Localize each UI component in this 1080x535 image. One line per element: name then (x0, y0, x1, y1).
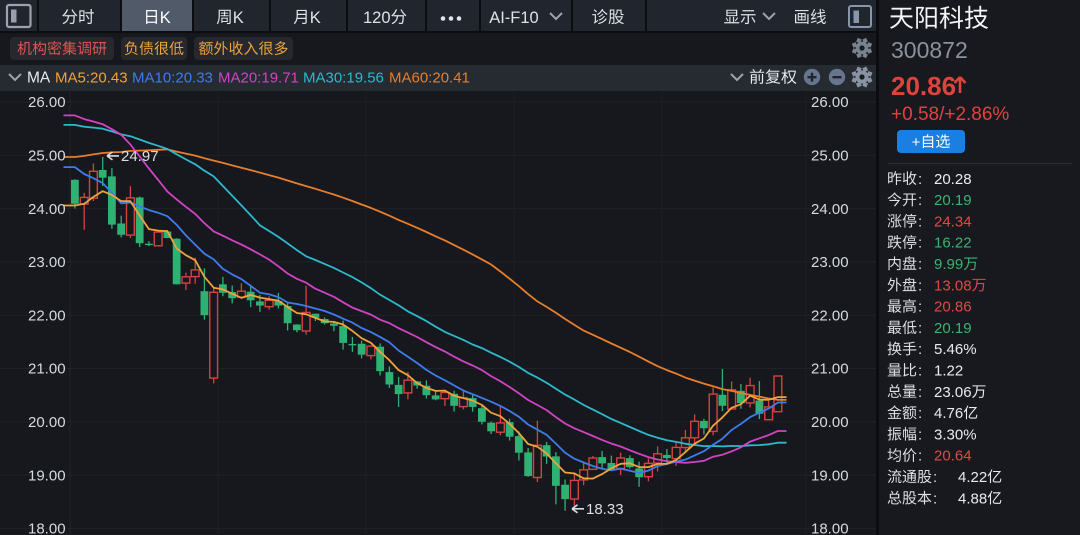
svg-text:300872: 300872 (891, 37, 968, 63)
svg-text:19.00: 19.00 (28, 467, 66, 484)
svg-text:25.00: 25.00 (811, 148, 849, 165)
svg-text::: : (918, 448, 922, 465)
svg-text:4.76: 4.76 (934, 405, 963, 422)
svg-text:MA20:19.71: MA20:19.71 (218, 70, 299, 87)
svg-text:AI-F10: AI-F10 (489, 9, 539, 27)
svg-text:20.00: 20.00 (28, 414, 66, 431)
svg-text:16.22: 16.22 (934, 235, 972, 252)
svg-text::: : (918, 235, 922, 252)
svg-text:24.34: 24.34 (934, 213, 972, 230)
svg-text::: : (918, 192, 922, 209)
svg-text:4.22: 4.22 (958, 469, 987, 486)
svg-text:19.00: 19.00 (811, 467, 849, 484)
svg-text:24.00: 24.00 (28, 201, 66, 218)
svg-text:23.00: 23.00 (28, 254, 66, 271)
svg-text:20.19: 20.19 (934, 192, 972, 209)
svg-text::: : (918, 426, 922, 443)
svg-text:24.00: 24.00 (811, 201, 849, 218)
svg-text:20.86: 20.86 (891, 71, 956, 101)
svg-text:21.00: 21.00 (28, 361, 66, 378)
svg-text:MA60:20.41: MA60:20.41 (389, 70, 470, 87)
svg-text::: : (918, 405, 922, 422)
svg-text::: : (918, 256, 922, 273)
svg-text:22.00: 22.00 (28, 307, 66, 324)
svg-text:23.06: 23.06 (934, 384, 972, 401)
svg-text:4.88: 4.88 (958, 490, 987, 507)
svg-text::: : (933, 469, 937, 486)
svg-text:22.00: 22.00 (811, 307, 849, 324)
svg-text::: : (918, 171, 922, 188)
svg-text:18.00: 18.00 (28, 521, 66, 535)
svg-text::: : (918, 363, 922, 380)
svg-text:20.64: 20.64 (934, 448, 972, 465)
svg-text:20.86: 20.86 (934, 299, 972, 316)
svg-text:+0.58/+2.86%: +0.58/+2.86% (891, 104, 1009, 125)
svg-text:K: K (310, 9, 321, 27)
svg-text:MA30:19.56: MA30:19.56 (303, 70, 384, 87)
svg-text::: : (918, 320, 922, 337)
svg-text:20.00: 20.00 (811, 414, 849, 431)
svg-text::: : (918, 384, 922, 401)
svg-text:MA: MA (27, 70, 51, 87)
svg-text:26.00: 26.00 (811, 94, 849, 111)
svg-text:+: + (912, 134, 921, 151)
svg-text:23.00: 23.00 (811, 254, 849, 271)
svg-text:24.97: 24.97 (121, 148, 159, 165)
svg-text::: : (918, 341, 922, 358)
svg-text:120: 120 (363, 9, 391, 27)
svg-text:3.30%: 3.30% (934, 426, 977, 443)
svg-text:9.99: 9.99 (934, 256, 963, 273)
svg-text:1.22: 1.22 (934, 363, 963, 380)
svg-text:K: K (233, 9, 244, 27)
svg-text:26.00: 26.00 (28, 94, 66, 111)
svg-text::: : (918, 299, 922, 316)
svg-text:18.33: 18.33 (586, 501, 624, 518)
svg-text:5.46%: 5.46% (934, 341, 977, 358)
svg-text::: : (918, 277, 922, 294)
svg-text:MA10:20.33: MA10:20.33 (132, 70, 213, 87)
svg-text:13.08: 13.08 (934, 277, 972, 294)
svg-text:20.28: 20.28 (934, 171, 972, 188)
svg-text::: : (933, 490, 937, 507)
svg-text:K: K (160, 9, 171, 27)
svg-text:18.00: 18.00 (811, 521, 849, 535)
svg-text:MA5:20.43: MA5:20.43 (55, 70, 128, 87)
svg-text:20.19: 20.19 (934, 320, 972, 337)
svg-text:25.00: 25.00 (28, 148, 66, 165)
svg-text:21.00: 21.00 (811, 361, 849, 378)
svg-text::: : (918, 213, 922, 230)
